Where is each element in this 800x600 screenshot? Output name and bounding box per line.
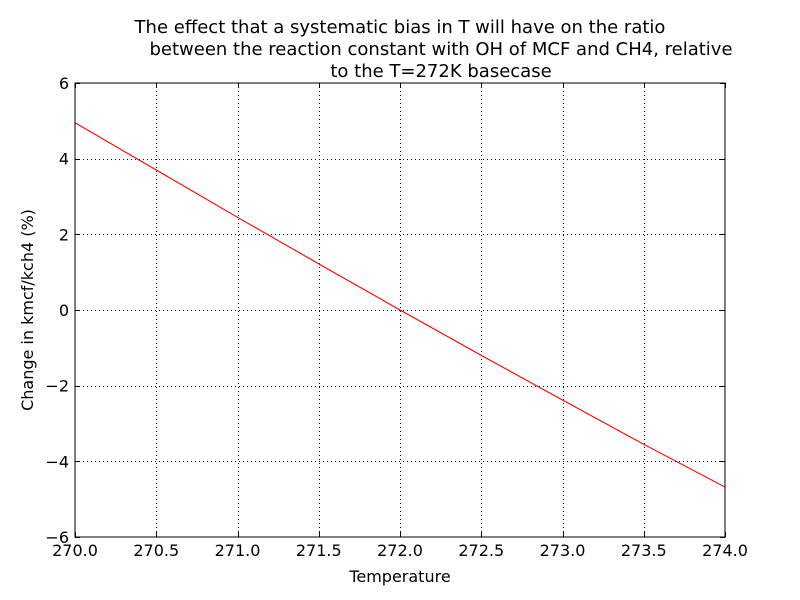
chart-title-line-3: to the T=272K basecase: [330, 61, 551, 82]
y-tick-label: 0: [59, 301, 69, 320]
x-tick-label: 270.5: [133, 541, 179, 560]
data-series-line: [74, 122, 726, 488]
y-tick-label: −4: [45, 452, 69, 471]
x-tick-label: 272.5: [458, 541, 504, 560]
y-tick-label: 2: [59, 225, 69, 244]
x-tick-label: 273.0: [540, 541, 586, 560]
y-tick-label: −2: [45, 377, 69, 396]
x-tick-label: 271.0: [215, 541, 261, 560]
chart-title-line-2: between the reaction constant with OH of…: [149, 39, 732, 60]
plot-series: [74, 122, 726, 488]
x-axis-label: Temperature: [348, 567, 450, 586]
x-tick-label: 274.0: [702, 541, 748, 560]
x-tick-label: 272.0: [377, 541, 423, 560]
chart-title-line-1: The effect that a systematic bias in T w…: [134, 17, 666, 38]
y-axis-label: Change in kmcf/kch4 (%): [18, 209, 37, 411]
x-tick-label: 273.5: [621, 541, 667, 560]
x-tick-label: 270.0: [52, 541, 98, 560]
chart-title: The effect that a systematic bias in T w…: [134, 17, 733, 82]
x-tick-label: 271.5: [296, 541, 342, 560]
y-tick-label: 4: [59, 150, 69, 169]
y-tick-label: 6: [59, 74, 69, 93]
y-tick-label: −6: [45, 528, 69, 547]
axis-ticks: 270.0 270.5 271.0 271.5 272.0 272.5 273.0 273.5…: [45, 74, 748, 560]
